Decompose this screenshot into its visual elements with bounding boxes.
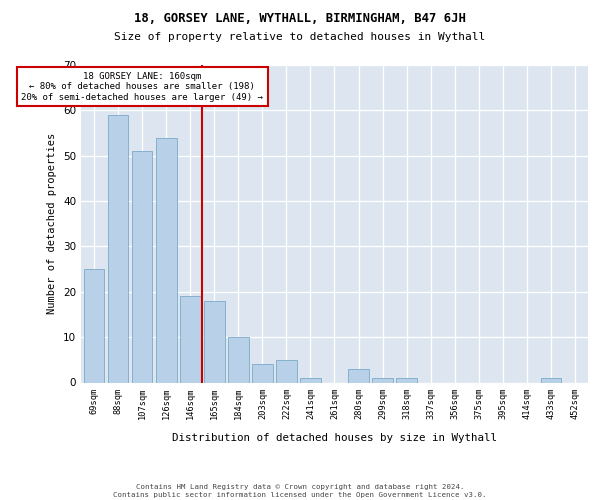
Text: Contains HM Land Registry data © Crown copyright and database right 2024.
Contai: Contains HM Land Registry data © Crown c… [113, 484, 487, 498]
Bar [108, 115, 128, 382]
X-axis label: Distribution of detached houses by size in Wythall: Distribution of detached houses by size … [172, 432, 497, 443]
Bar [84, 269, 104, 382]
Text: Size of property relative to detached houses in Wythall: Size of property relative to detached ho… [115, 32, 485, 42]
Text: 18 GORSEY LANE: 160sqm
← 80% of detached houses are smaller (198)
20% of semi-de: 18 GORSEY LANE: 160sqm ← 80% of detached… [22, 72, 263, 102]
Bar [180, 296, 200, 382]
Y-axis label: Number of detached properties: Number of detached properties [47, 133, 58, 314]
Bar [276, 360, 296, 382]
Bar [349, 369, 369, 382]
Bar [228, 337, 248, 382]
Bar [204, 301, 224, 382]
Bar [300, 378, 320, 382]
Text: 18, GORSEY LANE, WYTHALL, BIRMINGHAM, B47 6JH: 18, GORSEY LANE, WYTHALL, BIRMINGHAM, B4… [134, 12, 466, 26]
Bar [397, 378, 417, 382]
Bar [373, 378, 393, 382]
Bar [156, 138, 176, 382]
Bar [252, 364, 272, 382]
Bar [132, 151, 152, 382]
Bar [541, 378, 561, 382]
